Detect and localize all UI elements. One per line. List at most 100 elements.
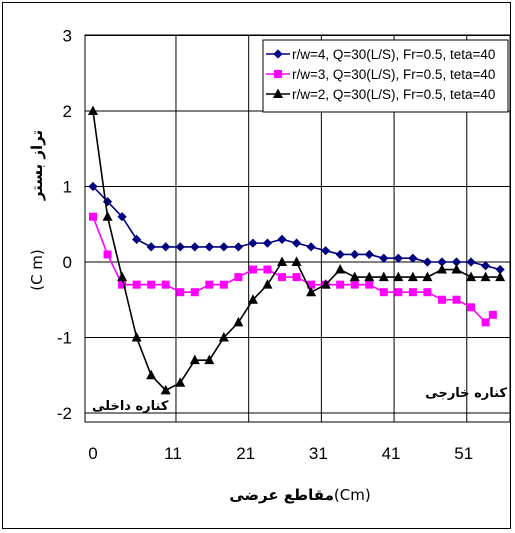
legend-label: r/w=3, Q=30(L/S), Fr=0.5, teta=40 bbox=[292, 67, 495, 82]
data-point-diamond bbox=[219, 242, 229, 252]
data-point-square bbox=[423, 288, 432, 297]
data-point-square bbox=[248, 265, 257, 274]
data-point-diamond bbox=[204, 242, 214, 252]
series-layer bbox=[88, 105, 506, 395]
data-point-diamond bbox=[408, 253, 418, 263]
data-point-triangle bbox=[117, 271, 128, 282]
data-point-square bbox=[379, 288, 388, 297]
y-tick-label: 2 bbox=[63, 102, 72, 121]
data-point-triangle bbox=[393, 271, 404, 282]
data-point-diamond bbox=[364, 249, 374, 260]
data-point-diamond bbox=[321, 246, 331, 256]
x-axis-label-main: مقاطع عرضی bbox=[229, 486, 334, 504]
x-tick-label: 51 bbox=[454, 444, 473, 463]
data-point-diamond bbox=[306, 242, 316, 252]
data-point-square bbox=[408, 288, 417, 297]
data-point-triangle bbox=[189, 354, 200, 365]
data-point-square bbox=[89, 212, 97, 221]
data-point-square bbox=[394, 288, 403, 297]
y-tick-label: -1 bbox=[57, 329, 72, 348]
data-point-diamond bbox=[161, 242, 171, 252]
data-point-square bbox=[481, 318, 490, 327]
data-point-diamond bbox=[88, 181, 98, 192]
data-point-square bbox=[190, 288, 199, 297]
data-point-triangle bbox=[451, 264, 462, 274]
data-point-square bbox=[467, 303, 476, 312]
legend-box bbox=[262, 39, 509, 113]
data-point-square bbox=[336, 280, 345, 289]
data-point-diamond bbox=[480, 261, 491, 271]
data-point-diamond bbox=[495, 264, 505, 275]
inner-bank-annotation: کناره داخلی bbox=[92, 399, 169, 414]
data-point-triangle bbox=[407, 271, 418, 282]
data-point-diamond bbox=[248, 238, 258, 248]
data-point-diamond bbox=[335, 249, 345, 260]
data-point-diamond bbox=[379, 253, 389, 263]
data-point-square bbox=[452, 295, 461, 304]
data-point-triangle bbox=[378, 271, 389, 282]
legend-item: r/w=3, Q=30(L/S), Fr=0.5, teta=40 bbox=[266, 67, 495, 82]
data-point-square bbox=[132, 280, 141, 289]
x-tick-label: 21 bbox=[236, 444, 255, 463]
data-point-triangle bbox=[335, 264, 346, 274]
data-point-triangle bbox=[349, 271, 360, 282]
data-point-triangle bbox=[233, 316, 244, 327]
data-point-square bbox=[161, 280, 170, 289]
y-axis-label-main: تراز بستر bbox=[28, 130, 46, 201]
y-axis-label: (C m) تراز بستر bbox=[28, 130, 46, 291]
data-point-square bbox=[118, 280, 127, 289]
data-point-diamond bbox=[277, 234, 287, 244]
data-point-diamond bbox=[393, 253, 403, 263]
data-point-triangle bbox=[273, 88, 283, 98]
data-point-diamond bbox=[262, 238, 273, 248]
data-point-square bbox=[278, 273, 287, 282]
data-point-diamond bbox=[273, 49, 283, 59]
data-point-triangle bbox=[436, 264, 447, 274]
data-point-diamond bbox=[466, 257, 476, 267]
x-tick-label: 0 bbox=[88, 444, 97, 463]
data-point-triangle bbox=[131, 332, 142, 342]
y-tick-labels: 3 2 1 0 -1 -2 bbox=[57, 27, 72, 424]
data-point-diamond bbox=[437, 257, 447, 267]
data-point-diamond bbox=[132, 234, 142, 244]
x-axis-label-unit: (Cm) bbox=[334, 486, 371, 504]
data-point-triangle bbox=[422, 271, 433, 282]
data-point-square bbox=[219, 280, 228, 289]
data-point-triangle bbox=[247, 294, 258, 304]
data-point-triangle bbox=[146, 369, 157, 380]
y-tick-label: -2 bbox=[57, 404, 72, 423]
data-point-triangle bbox=[320, 279, 331, 289]
data-point-triangle bbox=[88, 105, 98, 115]
data-point-square bbox=[234, 273, 243, 282]
legend: r/w=4, Q=30(L/S), Fr=0.5, teta=40 r/w=3, … bbox=[262, 39, 509, 113]
data-point-triangle bbox=[160, 384, 171, 395]
data-point-diamond bbox=[291, 238, 302, 248]
data-point-diamond bbox=[190, 242, 200, 252]
y-axis-label-unit: (C m) bbox=[28, 249, 46, 291]
data-point-triangle bbox=[218, 332, 229, 342]
y-tick-label: 0 bbox=[63, 253, 72, 272]
legend-label: r/w=2, Q=30(L/S), Fr=0.5, teta=40 bbox=[292, 87, 495, 102]
x-tick-label: 11 bbox=[164, 444, 182, 463]
data-point-triangle bbox=[277, 256, 288, 266]
data-point-square bbox=[307, 280, 316, 289]
x-tick-labels: 0 11 21 31 41 51 bbox=[88, 444, 473, 463]
data-point-triangle bbox=[102, 211, 113, 221]
data-point-triangle bbox=[262, 279, 273, 289]
data-point-triangle bbox=[480, 271, 491, 282]
legend-item: r/w=4, Q=30(L/S), Fr=0.5, teta=40 bbox=[266, 47, 495, 62]
data-point-diamond bbox=[350, 249, 360, 260]
data-point-triangle bbox=[306, 286, 317, 297]
outer-bank-annotation: کناره خارجی bbox=[425, 386, 507, 401]
legend-label: r/w=4, Q=30(L/S), Fr=0.5, teta=40 bbox=[292, 47, 495, 62]
x-axis-label: مقاطع عرضی(Cm) bbox=[229, 486, 370, 504]
series-square bbox=[89, 212, 497, 327]
data-point-triangle bbox=[495, 271, 506, 282]
data-point-diamond bbox=[146, 242, 156, 252]
data-point-triangle bbox=[364, 271, 375, 282]
y-tick-label: 1 bbox=[63, 178, 72, 197]
data-point-triangle bbox=[175, 377, 186, 387]
data-point-square bbox=[263, 265, 272, 274]
y-tick-label: 3 bbox=[63, 27, 72, 46]
